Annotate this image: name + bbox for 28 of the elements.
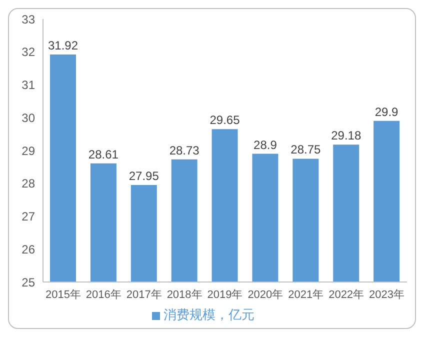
x-tick-label: 2015年 [45,288,81,301]
x-tick-label: 2019年 [207,288,243,301]
x-tick-label: 2022年 [328,288,364,301]
y-tick-label: 31 [22,78,36,92]
x-tick-label: 2017年 [126,288,162,301]
data-label: 29.18 [331,128,362,143]
x-tick-label: 2020年 [248,288,284,301]
y-tick-label: 33 [22,12,36,26]
x-tick-label: 2023年 [369,288,405,301]
data-label: 28.73 [169,143,200,158]
data-label: 27.95 [128,169,160,184]
x-tick-label: 2016年 [86,288,122,301]
y-tick-label: 25 [22,275,36,290]
data-label: 29.9 [374,104,399,119]
y-tick-label: 30 [22,110,36,125]
data-label: 31.92 [48,38,78,53]
y-tick-label: 26 [22,242,36,256]
data-label: 28.61 [88,147,119,162]
y-tick-label: 27 [22,210,36,224]
x-tick-label: 2021年 [288,288,324,301]
y-tick-label: 28 [22,176,36,191]
y-tick-label: 32 [22,45,36,60]
legend-label: 消费规模，亿元 [164,307,254,322]
data-label: 29.65 [210,113,240,128]
y-tick-label: 29 [22,144,36,158]
x-tick-label: 2018年 [166,288,202,301]
data-label: 28.9 [254,138,278,152]
data-label: 28.75 [290,142,322,157]
